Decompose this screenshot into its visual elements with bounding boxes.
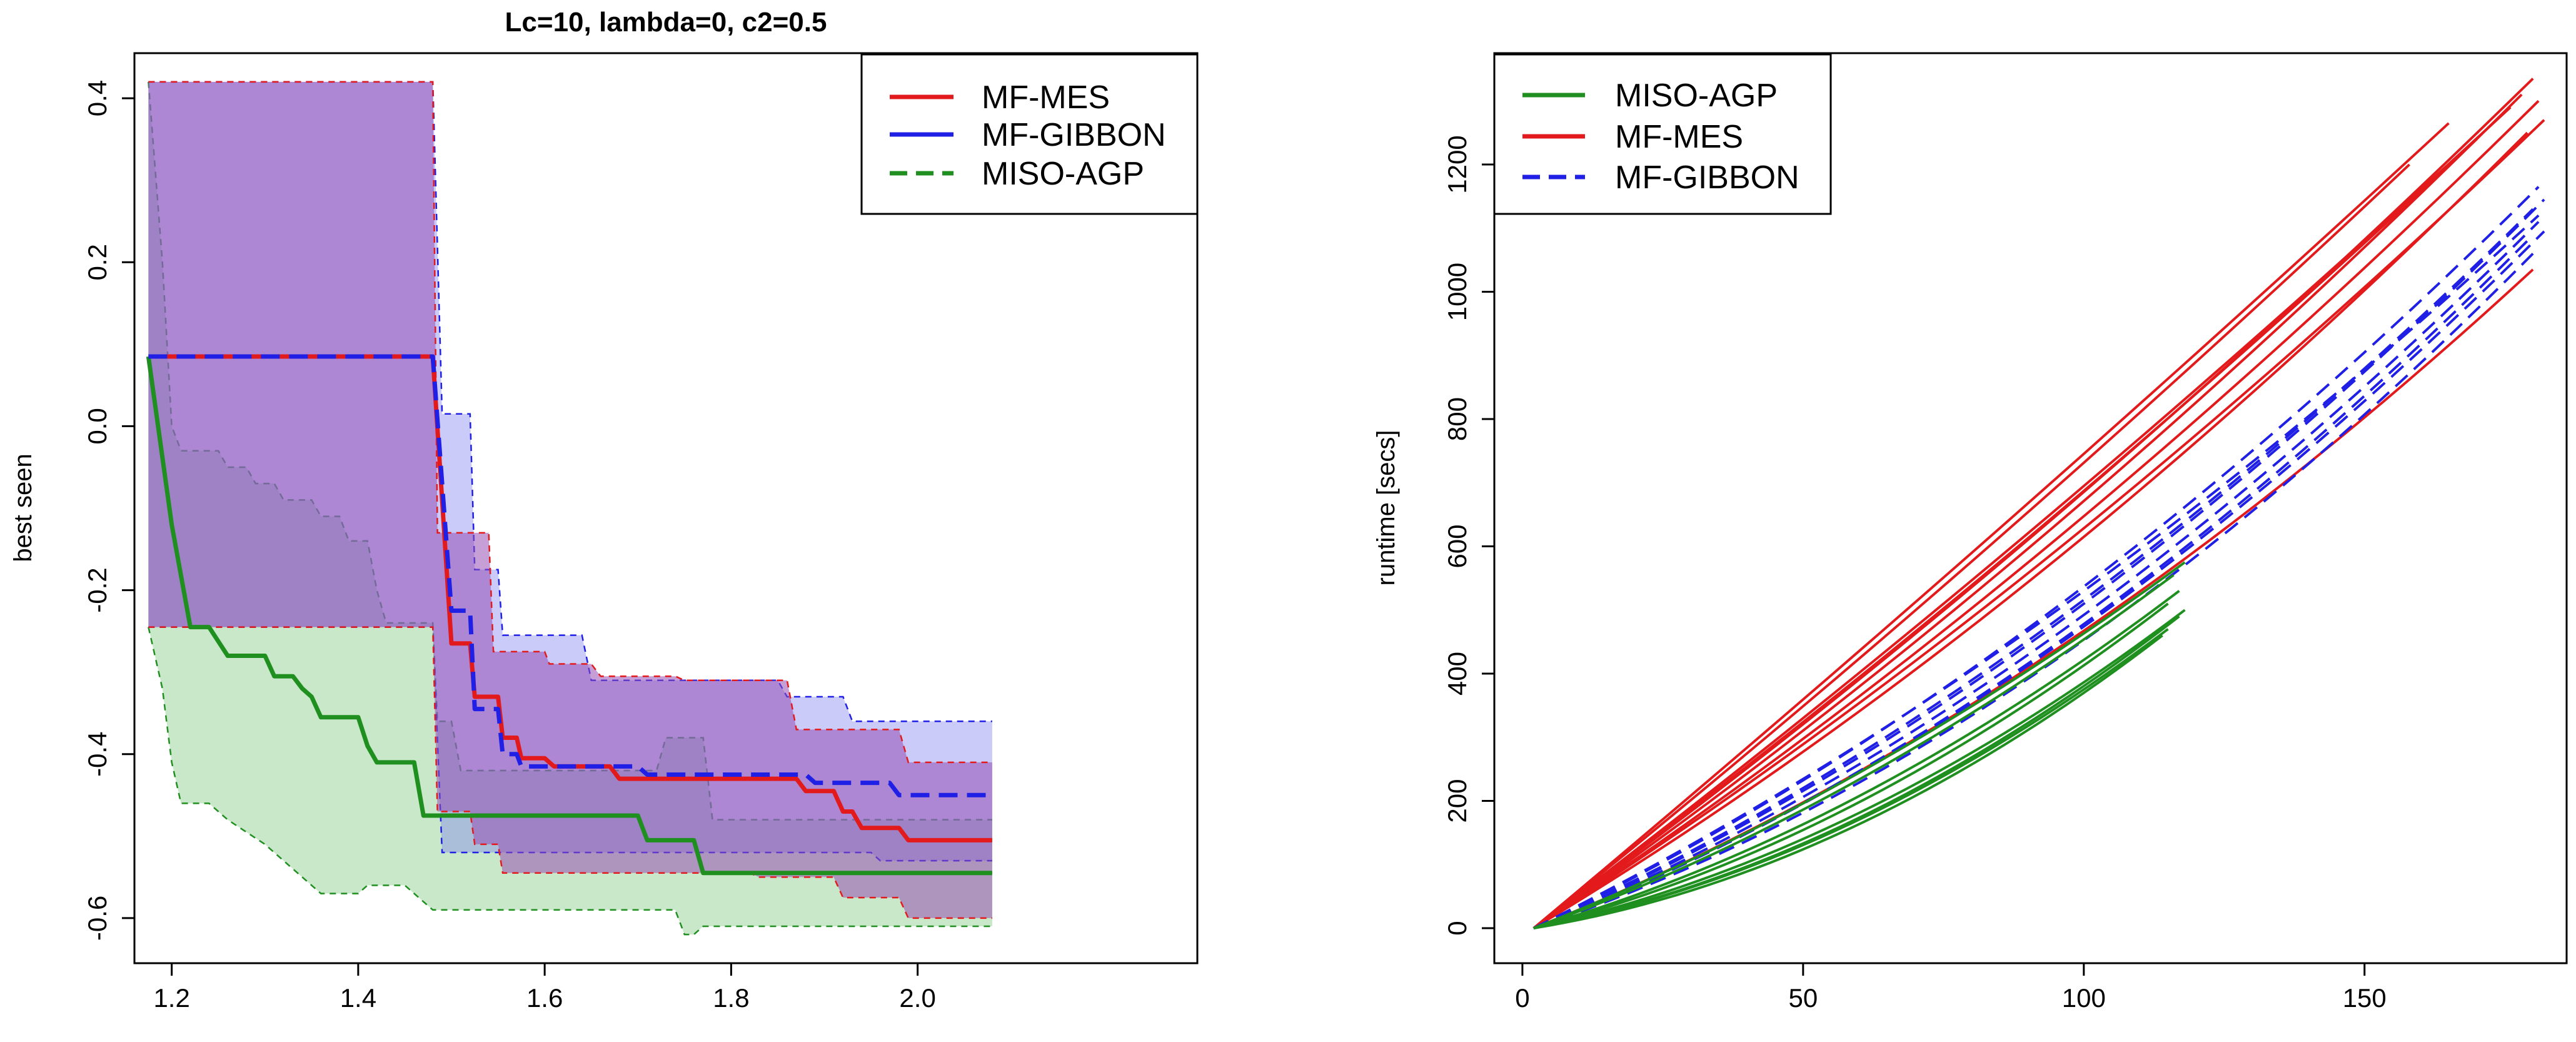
mf-mes-line bbox=[148, 354, 992, 842]
miso-agp-run-1 bbox=[1533, 561, 2186, 929]
x-tick-label: 1.4 bbox=[340, 983, 376, 1013]
legend-entry-mf-mes: MF-MES bbox=[1522, 119, 1743, 155]
y-axis: 0 200 400 600 800 1000 1200 bbox=[1442, 135, 1494, 936]
mf-mes-run-8 bbox=[1532, 122, 2450, 929]
x-tick-label: 0 bbox=[1515, 983, 1529, 1013]
legend: MISO-AGP MF-MES MF-GIBBON bbox=[1493, 53, 1832, 215]
x-tick-label: 1.8 bbox=[713, 983, 749, 1013]
legend-label: MISO-AGP bbox=[982, 156, 1144, 192]
mf-mes-band bbox=[148, 81, 992, 918]
legend: MF-MES MF-GIBBON MISO-AGP bbox=[860, 53, 1199, 215]
miso-agp-run-4 bbox=[1533, 602, 2169, 929]
legend-label: MF-MES bbox=[1615, 119, 1743, 155]
y-tick-label: 1000 bbox=[1442, 263, 1472, 321]
mf-gibbon-run-7 bbox=[1533, 253, 2534, 929]
y-tick-label: 400 bbox=[1442, 652, 1472, 696]
legend-entry-mf-mes: MF-MES bbox=[890, 79, 1110, 116]
mf-mes-run-6 bbox=[1532, 131, 2528, 929]
x-tick-label: 100 bbox=[2062, 983, 2106, 1013]
mf-mes-run-3 bbox=[1532, 99, 2540, 929]
miso-agp-band-lower-edge bbox=[148, 627, 992, 936]
miso-agp-run-3 bbox=[1533, 590, 2180, 929]
y-axis: -0.6 -0.4 -0.2 0.0 0.2 0.4 bbox=[83, 80, 134, 941]
legend-label: MF-GIBBON bbox=[1615, 159, 1799, 196]
runtime-chart: 0 50 100 150 0 200 400 600 800 1000 1200 runtime … bbox=[1372, 52, 2568, 1013]
mf-mes-run-9 bbox=[1532, 163, 2410, 929]
mf-mes-run-2 bbox=[1532, 93, 2523, 929]
x-tick-label: 150 bbox=[2343, 983, 2387, 1013]
chart-title: Lc=10, lambda=0, c2=0.5 bbox=[505, 7, 827, 38]
legend-entry-miso-agp: MISO-AGP bbox=[890, 156, 1144, 192]
y-axis-title: best seen bbox=[9, 453, 37, 562]
legend-label: MF-GIBBON bbox=[982, 117, 1166, 153]
mf-mes-run-4 bbox=[1532, 119, 2545, 929]
x-tick-label: 1.2 bbox=[153, 983, 189, 1013]
miso-agp-run-5 bbox=[1533, 609, 2186, 929]
miso-agp-run-7 bbox=[1533, 628, 2169, 930]
x-axis: 0 50 100 150 bbox=[1515, 963, 2387, 1013]
mf-gibbon-band-upper-edge bbox=[148, 81, 992, 722]
mf-gibbon-run-8 bbox=[1532, 214, 2540, 929]
y-tick-label: 1200 bbox=[1442, 135, 1472, 193]
y-tick-label: -0.2 bbox=[83, 567, 112, 612]
mf-mes-band-lower-edge bbox=[148, 626, 992, 919]
mf-gibbon-run-1 bbox=[1532, 186, 2540, 929]
y-tick-label: -0.4 bbox=[83, 732, 112, 777]
x-tick-label: 50 bbox=[1788, 983, 1818, 1013]
y-tick-label: 600 bbox=[1442, 525, 1472, 569]
y-tick-label: 0.0 bbox=[83, 408, 112, 444]
plot-frame bbox=[1493, 52, 2568, 964]
legend-entry-miso-agp: MISO-AGP bbox=[1522, 78, 1778, 114]
miso-agp-run-2 bbox=[1533, 574, 2175, 929]
miso-agp-line bbox=[146, 356, 992, 876]
best-seen-chart: 1.2 1.4 1.6 1.8 2.0 -0.6 -0.4 -0.2 0.0 0.2 0.4 Lc… bbox=[9, 7, 1199, 1013]
mf-gibbon-line bbox=[148, 354, 992, 797]
miso-agp-run-8 bbox=[1533, 634, 2163, 930]
x-axis: 1.2 1.4 1.6 1.8 2.0 bbox=[153, 963, 936, 1013]
series-lines bbox=[1532, 78, 2545, 930]
legend-entry-mf-gibbon: MF-GIBBON bbox=[1522, 159, 1799, 196]
y-tick-label: 0.4 bbox=[83, 80, 112, 116]
legend-label: MF-MES bbox=[982, 79, 1110, 116]
mf-mes-run-5 bbox=[1532, 106, 2512, 929]
y-tick-label: 200 bbox=[1442, 779, 1472, 823]
x-tick-label: 1.6 bbox=[526, 983, 563, 1013]
legend-label: MISO-AGP bbox=[1615, 78, 1778, 114]
mf-gibbon-run-2 bbox=[1533, 198, 2545, 929]
y-tick-label: 800 bbox=[1442, 397, 1472, 441]
mf-gibbon-run-4 bbox=[1533, 221, 2540, 929]
y-axis-title: runtime [secs] bbox=[1372, 430, 1400, 586]
y-tick-label: -0.6 bbox=[83, 896, 112, 941]
x-tick-label: 2.0 bbox=[899, 983, 935, 1013]
plot-frame bbox=[133, 52, 1199, 964]
y-tick-label: 0 bbox=[1442, 921, 1472, 935]
y-tick-label: 0.2 bbox=[83, 244, 112, 280]
mf-mes-run-7 bbox=[1532, 138, 2478, 929]
legend-entry-mf-gibbon: MF-GIBBON bbox=[890, 117, 1166, 153]
series-lines bbox=[146, 354, 992, 876]
